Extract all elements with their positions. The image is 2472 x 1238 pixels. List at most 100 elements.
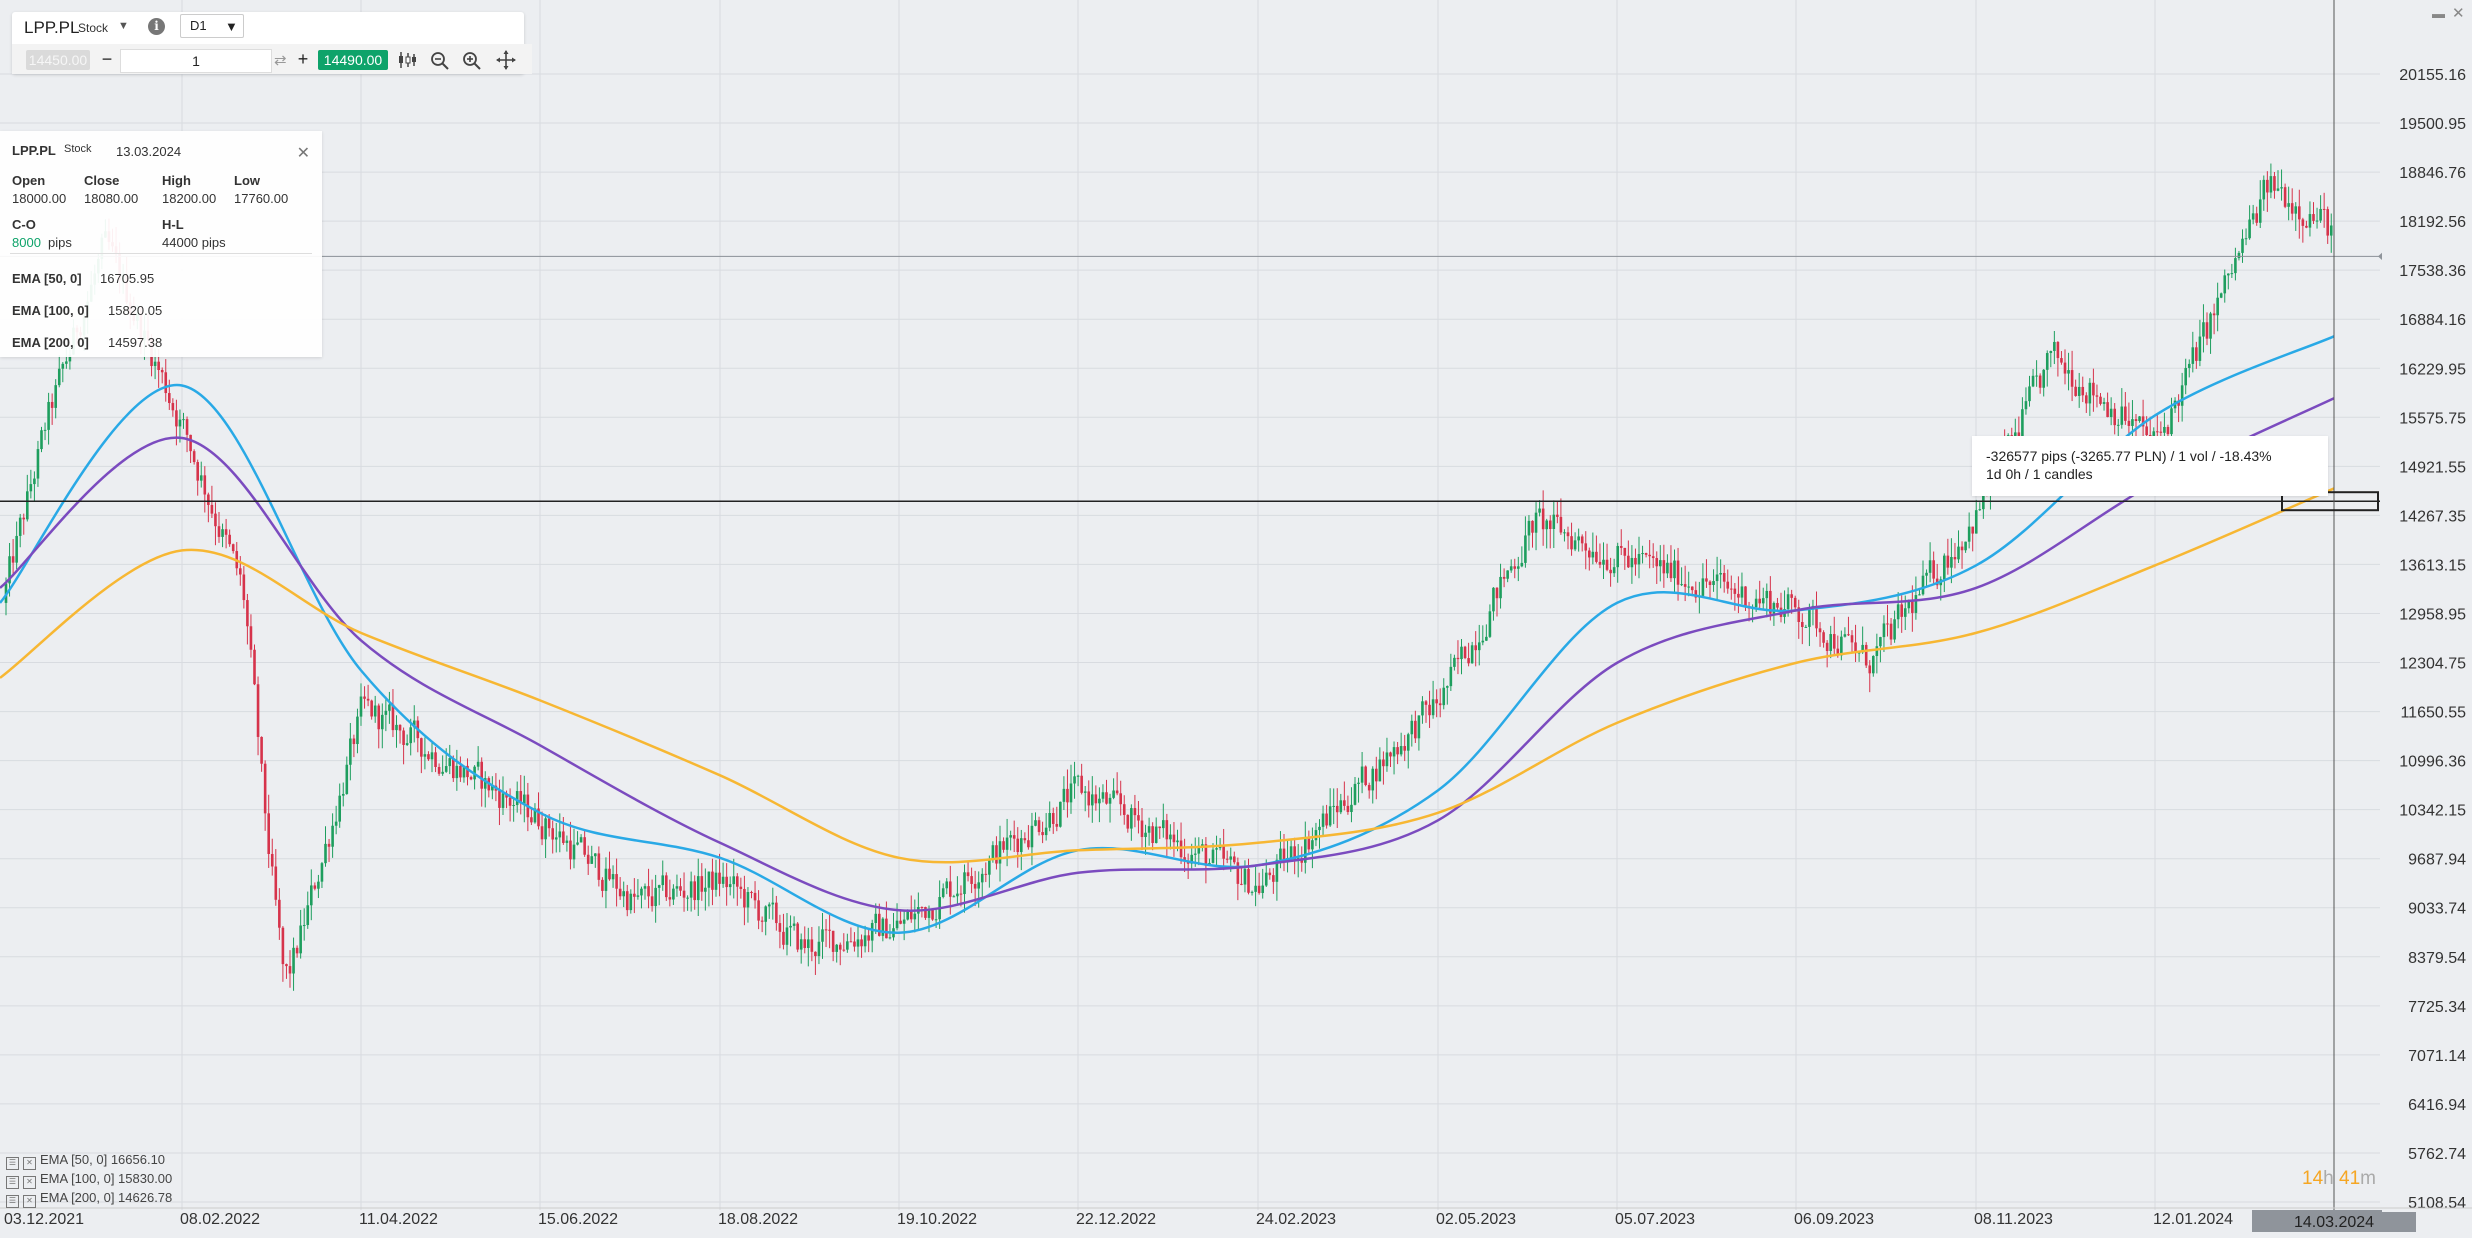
candle-body [1886, 623, 1889, 625]
candle-body [1463, 646, 1467, 659]
candle-body [888, 937, 892, 939]
candle-body [537, 808, 540, 827]
indicator-legend-ema50[interactable]: ☰ ✕ EMA [50, 0] 16656.10 [6, 1152, 165, 1170]
candle-body [927, 909, 931, 918]
candle-body [278, 899, 281, 928]
settings-icon[interactable]: ☰ [6, 1176, 19, 1189]
candle-body [1850, 635, 1854, 643]
candle-body [956, 893, 959, 897]
candle-body [991, 845, 995, 860]
candle-body [672, 888, 675, 900]
quantity-input[interactable]: 1 [120, 49, 272, 73]
candle-body [1655, 558, 1659, 567]
candle-body [476, 761, 480, 767]
candle-body [544, 818, 547, 840]
settings-icon[interactable]: ☰ [6, 1195, 19, 1208]
timer-minutes: 41 [2339, 1168, 2361, 1189]
candle-body [1059, 801, 1062, 827]
indicator-legend-ema100[interactable]: ☰ ✕ EMA [100, 0] 15830.00 [6, 1171, 172, 1189]
remove-icon[interactable]: ✕ [23, 1195, 36, 1208]
chart-type-icon[interactable] [396, 49, 420, 71]
candle-body [2063, 362, 2067, 374]
price-tick-label: 18192.56 [2399, 214, 2466, 231]
quantity-decrease-button[interactable]: − [101, 49, 113, 69]
candle-body [2241, 238, 2244, 253]
chevron-down-icon: ▼ [225, 19, 238, 34]
candle-body [824, 929, 828, 931]
candle-body [615, 874, 618, 889]
zoom-out-icon[interactable] [428, 49, 452, 71]
candle-body [1726, 581, 1730, 589]
candle-body [746, 892, 750, 908]
candle-body [533, 808, 537, 823]
candle-body [395, 724, 398, 731]
timeframe-select[interactable]: D1 ▼ [180, 14, 244, 38]
candle-body [1172, 834, 1176, 843]
quantity-increase-button[interactable]: + [297, 49, 309, 69]
symbol-dropdown-icon[interactable]: ▼ [118, 20, 129, 32]
candle-body [675, 886, 679, 889]
candle-body [1293, 846, 1296, 861]
candle-body [1020, 838, 1023, 853]
candle-body [1396, 747, 1399, 755]
candle-body [1211, 849, 1215, 863]
crosshair-icon[interactable] [494, 49, 518, 71]
settings-icon[interactable]: ☰ [6, 1157, 19, 1170]
candle-body [2045, 353, 2049, 370]
candle-body [2280, 187, 2283, 189]
candle-body [881, 918, 885, 936]
price-axis[interactable]: 20155.16 19500.95 18846.76 18192.56 17538.36… [2382, 0, 2472, 1212]
candle-body [1314, 830, 1318, 841]
candle-body [2251, 213, 2255, 220]
close-icon[interactable]: ✕ [2452, 5, 2465, 22]
candle-body [807, 939, 810, 948]
candle-body [941, 888, 945, 898]
candle-body [352, 738, 356, 745]
candle-body [2315, 220, 2319, 222]
candle-body [1637, 553, 1641, 565]
minimize-icon[interactable]: ▬ [2432, 6, 2445, 21]
candle-body [636, 895, 640, 897]
candle-body [1623, 547, 1627, 556]
candle-body [391, 704, 395, 731]
symbol-name[interactable]: LPP.PL [24, 18, 80, 37]
remove-icon[interactable]: ✕ [23, 1157, 36, 1170]
candle-body [1708, 581, 1712, 585]
candle-body [1371, 768, 1375, 791]
candle-body [1002, 841, 1005, 850]
remove-icon[interactable]: ✕ [23, 1176, 36, 1189]
candle-body [267, 813, 270, 854]
candle-body [189, 434, 192, 452]
swap-icon[interactable]: ⇄ [274, 52, 287, 69]
candle-body [508, 797, 512, 806]
candle-body [377, 705, 381, 730]
candle-body [1588, 550, 1591, 558]
zoom-in-icon[interactable] [460, 49, 484, 71]
indicator-legend-ema200[interactable]: ☰ ✕ EMA [200, 0] 14626.78 [6, 1190, 172, 1208]
candle-body [402, 730, 405, 745]
candle-body [1009, 835, 1012, 838]
candle-body [2148, 435, 2152, 437]
candle-body [1339, 800, 1343, 813]
candle-body [1772, 602, 1776, 614]
price-tick-label: 7725.34 [2408, 999, 2466, 1016]
candle-body [1343, 800, 1346, 806]
candle-body [686, 897, 689, 899]
time-axis[interactable]: 03.12.2021 08.02.2022 11.04.2022 15.06.2022… [0, 1207, 2472, 1228]
candle-body [217, 526, 221, 537]
info-icon[interactable]: i [148, 18, 165, 35]
close-icon[interactable]: ✕ [296, 145, 310, 162]
buy-price-button[interactable]: 14490.00 [318, 50, 388, 70]
order-controls: 14450.00 − 1 ⇄ + 14490.00 [12, 44, 532, 74]
candle-body [1304, 838, 1307, 863]
candle-body [1602, 559, 1605, 565]
candle-body [736, 876, 739, 887]
candle-body [1673, 560, 1676, 579]
candle-body [1580, 536, 1584, 544]
candle-body [40, 430, 43, 450]
sell-price-button[interactable]: 14450.00 [26, 50, 90, 70]
candle-body [434, 752, 437, 767]
candle-body [1705, 578, 1708, 582]
candle-body [2177, 400, 2180, 406]
